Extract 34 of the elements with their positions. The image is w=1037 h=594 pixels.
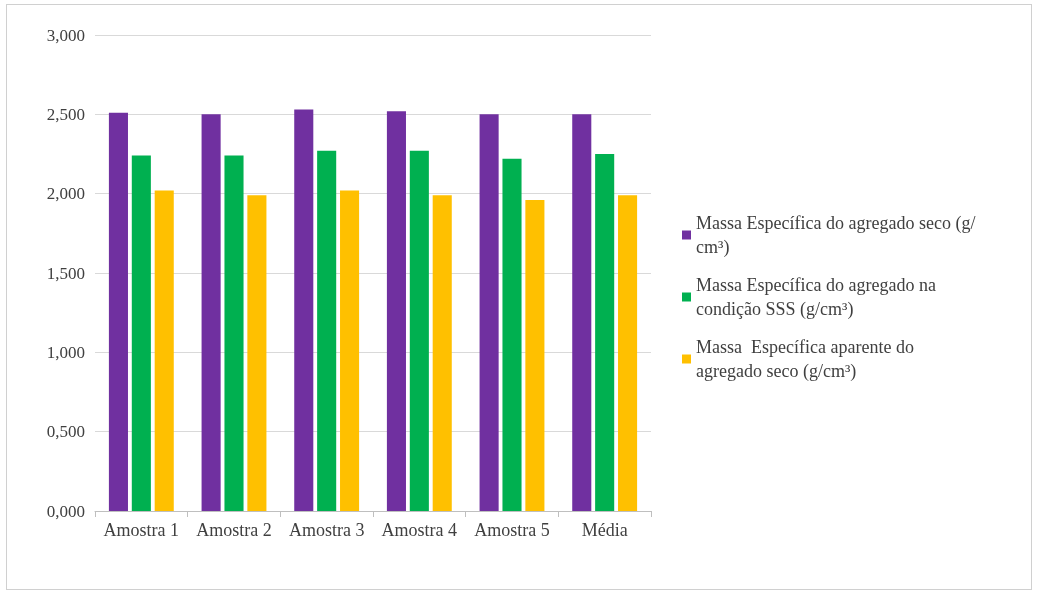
bar bbox=[154, 190, 174, 511]
bar bbox=[201, 114, 221, 511]
y-tick-label: 2,000 bbox=[46, 184, 85, 204]
x-tick-label: Amostra 4 bbox=[381, 520, 458, 540]
legend-label: Massa Específica do agregado na condição SSS (g/cm³) bbox=[696, 275, 941, 320]
bar bbox=[131, 155, 151, 511]
x-tick-label: Média bbox=[581, 520, 628, 540]
bar bbox=[224, 155, 244, 511]
bar bbox=[432, 195, 452, 511]
bar bbox=[572, 114, 592, 511]
bar bbox=[595, 154, 615, 511]
bar bbox=[525, 200, 545, 511]
y-tick-label: 0,500 bbox=[46, 422, 85, 442]
y-tick-label: 3,000 bbox=[46, 25, 85, 45]
legend-label: Massa Específica do agregado seco (g/cm³) bbox=[696, 213, 976, 258]
y-tick-label: 2,500 bbox=[46, 104, 85, 124]
bar bbox=[108, 112, 128, 511]
bar bbox=[479, 114, 499, 511]
legend-label: Massa Específica aparente do agregado seco (g/cm³) bbox=[696, 337, 919, 382]
y-tick-label: 1,500 bbox=[46, 263, 85, 283]
x-tick-label: Amostra 5 bbox=[474, 520, 550, 540]
bar bbox=[502, 158, 522, 511]
y-tick-label: 0,000 bbox=[46, 501, 85, 521]
bar bbox=[294, 109, 314, 511]
x-tick-label: Amostra 3 bbox=[288, 520, 365, 540]
bar bbox=[386, 111, 406, 511]
bar bbox=[317, 150, 337, 511]
bar bbox=[618, 195, 638, 511]
bar bbox=[340, 190, 360, 511]
x-tick-label: Amostra 1 bbox=[103, 520, 180, 540]
bar bbox=[409, 150, 429, 511]
bar bbox=[247, 195, 267, 511]
y-tick-label: 1,000 bbox=[46, 342, 85, 362]
x-tick-label: Amostra 2 bbox=[196, 520, 272, 540]
